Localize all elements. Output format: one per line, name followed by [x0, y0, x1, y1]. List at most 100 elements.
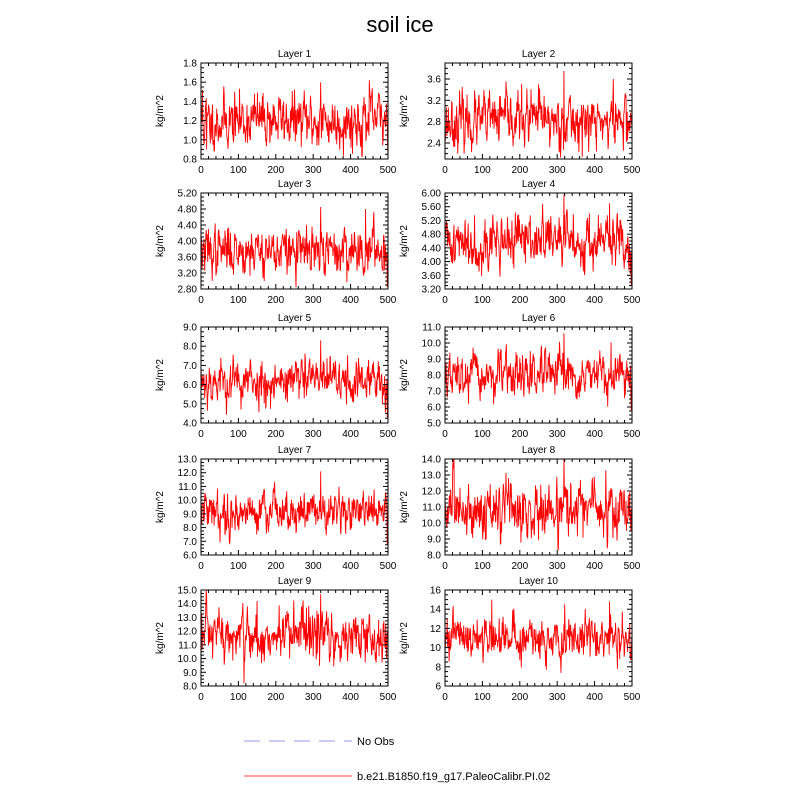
- y-tick-label: 8.0: [183, 682, 197, 693]
- panel-title: Layer 6: [522, 313, 556, 324]
- series-line: [445, 599, 632, 673]
- y-tick-label: 2.4: [427, 139, 441, 150]
- y-tick-label: 14.0: [178, 599, 198, 610]
- x-tick-label: 0: [198, 692, 204, 703]
- y-tick-label: 4.80: [422, 230, 442, 241]
- y-axis-label: kg/m^2: [399, 491, 410, 523]
- x-tick-label: 0: [198, 165, 204, 176]
- x-tick-label: 400: [342, 429, 359, 440]
- y-tick-label: 4.80: [178, 205, 198, 216]
- y-tick-label: 3.20: [422, 285, 442, 296]
- panel-title: Layer 7: [278, 445, 312, 456]
- x-tick-label: 300: [549, 561, 566, 572]
- y-tick-label: 9.0: [183, 509, 197, 520]
- x-tick-label: 200: [511, 561, 528, 572]
- x-tick-label: 400: [342, 692, 359, 703]
- y-tick-label: 8: [435, 662, 441, 673]
- y-axis-label: kg/m^2: [155, 359, 166, 391]
- y-tick-label: 0.8: [183, 155, 197, 166]
- y-tick-label: 12.0: [178, 627, 198, 638]
- y-tick-label: 10: [430, 643, 442, 654]
- x-tick-label: 200: [267, 692, 284, 703]
- y-tick-label: 12: [430, 624, 442, 635]
- y-tick-label: 4.0: [183, 419, 197, 430]
- y-tick-label: 8.0: [427, 551, 441, 562]
- y-axis-label: kg/m^2: [399, 225, 410, 257]
- y-tick-label: 3.6: [427, 75, 441, 86]
- y-tick-label: 13.0: [178, 455, 198, 466]
- x-tick-label: 0: [198, 429, 204, 440]
- panel-layer-6: Layer 6 kg/m^2 0 100 200 300 400 500 5.0 6.0 7.0 8.…: [399, 313, 641, 440]
- panel-layer-10: Layer 10 kg/m^2 0 100 200 300 400 500 6 8 10 12 14 16: [399, 576, 641, 703]
- y-tick-label: 6.0: [427, 403, 441, 414]
- y-tick-label: 4.40: [422, 243, 442, 254]
- series-line: [201, 206, 388, 288]
- x-tick-label: 400: [586, 165, 603, 176]
- y-axis-label: kg/m^2: [399, 359, 410, 391]
- y-tick-label: 7.0: [183, 361, 197, 372]
- x-tick-label: 200: [267, 429, 284, 440]
- panel-title: Layer 2: [522, 49, 556, 60]
- y-tick-label: 4.00: [178, 237, 198, 248]
- panel-layer-1: Layer 1 kg/m^2 0 100 200 300 400 500 0.8 1.0 1.2 1.…: [155, 49, 397, 176]
- panel-layer-5: Layer 5 kg/m^2 0 100 200 300 400 500 4.0 5.0 6.0 7.…: [155, 313, 397, 440]
- y-tick-label: 9.0: [427, 355, 441, 366]
- x-tick-label: 300: [305, 692, 322, 703]
- y-tick-label: 1.0: [183, 135, 197, 146]
- y-tick-label: 16: [430, 586, 442, 597]
- y-tick-label: 6.0: [183, 380, 197, 391]
- y-tick-label: 4.40: [178, 221, 198, 232]
- y-axis-label: kg/m^2: [155, 622, 166, 654]
- y-tick-label: 10.0: [422, 519, 442, 530]
- y-axis-label: kg/m^2: [399, 95, 410, 127]
- y-tick-label: 10.0: [422, 339, 442, 350]
- x-tick-label: 0: [442, 295, 448, 306]
- y-tick-label: 12.0: [178, 468, 198, 479]
- x-tick-label: 500: [380, 561, 397, 572]
- y-axis-label: kg/m^2: [399, 622, 410, 654]
- y-tick-label: 11.0: [178, 640, 197, 651]
- x-tick-label: 200: [267, 295, 284, 306]
- y-tick-label: 6.00: [422, 189, 442, 200]
- x-tick-label: 100: [474, 165, 491, 176]
- y-tick-label: 6.0: [183, 551, 197, 562]
- y-tick-label: 7.0: [427, 387, 441, 398]
- x-tick-label: 300: [549, 429, 566, 440]
- x-tick-label: 100: [474, 561, 491, 572]
- x-tick-label: 100: [474, 429, 491, 440]
- x-tick-label: 500: [380, 692, 397, 703]
- panel-title: Layer 8: [522, 445, 556, 456]
- x-tick-label: 300: [549, 692, 566, 703]
- y-tick-label: 15.0: [178, 586, 198, 597]
- panel-layer-2: Layer 2 kg/m^2 0 100 200 300 400 500 2.4 2.8 3.2 3.…: [399, 49, 641, 176]
- x-tick-label: 0: [442, 429, 448, 440]
- x-tick-label: 200: [511, 165, 528, 176]
- y-tick-label: 11.0: [178, 482, 197, 493]
- x-tick-label: 200: [511, 295, 528, 306]
- panel-title: Layer 1: [278, 49, 312, 60]
- y-tick-label: 2.80: [178, 285, 198, 296]
- y-tick-label: 3.20: [178, 269, 198, 280]
- y-tick-label: 5.0: [427, 419, 441, 430]
- x-tick-label: 0: [442, 692, 448, 703]
- x-tick-label: 200: [511, 429, 528, 440]
- y-axis-label: kg/m^2: [155, 225, 166, 257]
- x-tick-label: 400: [342, 561, 359, 572]
- y-tick-label: 11.0: [422, 323, 441, 334]
- x-tick-label: 200: [511, 692, 528, 703]
- y-tick-label: 8.0: [183, 342, 197, 353]
- y-tick-label: 8.0: [427, 371, 441, 382]
- x-tick-label: 100: [230, 429, 247, 440]
- panel-title: Layer 9: [278, 576, 312, 587]
- x-tick-label: 500: [624, 561, 641, 572]
- series-line: [445, 333, 632, 411]
- y-tick-label: 9.0: [183, 323, 197, 334]
- y-tick-label: 14: [430, 605, 442, 616]
- panel-title: Layer 5: [278, 313, 312, 324]
- x-tick-label: 300: [305, 165, 322, 176]
- legend-label-2: b.e21.B1850.f19_g17.PaleoCalibr.PI.02: [357, 771, 550, 783]
- y-tick-label: 11.0: [422, 503, 441, 514]
- x-tick-label: 500: [380, 295, 397, 306]
- y-tick-label: 6: [435, 682, 441, 693]
